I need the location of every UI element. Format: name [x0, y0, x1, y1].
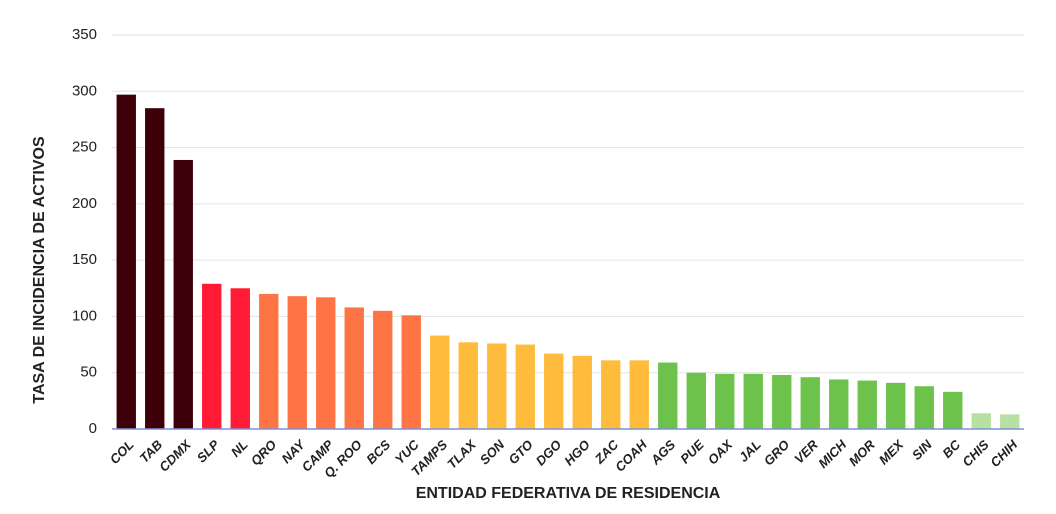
y-tick-label: 150: [72, 251, 97, 268]
x-tick-label: HGO: [561, 437, 593, 469]
bar: [914, 386, 934, 429]
x-tick-label: QRO: [248, 437, 280, 469]
bar: [886, 382, 906, 429]
bar: [743, 373, 763, 429]
y-tick-label: 100: [72, 307, 97, 324]
x-tick-label: CHIS: [959, 437, 992, 470]
bar: [458, 342, 478, 429]
bar: [430, 335, 450, 429]
bar: [829, 379, 849, 429]
bar: [772, 374, 792, 429]
bar: [230, 288, 250, 429]
x-tick-label: PUE: [677, 437, 707, 467]
x-tick-label: GTO: [505, 437, 535, 467]
x-tick-label: CDMX: [156, 436, 195, 475]
bar: [857, 380, 877, 429]
x-tick-label: MICH: [815, 437, 850, 472]
bar: [344, 307, 364, 429]
bar: [487, 343, 507, 429]
bar: [658, 362, 678, 429]
x-tick-label: CHIH: [987, 437, 1021, 471]
x-tick-label: COAH: [612, 437, 650, 475]
x-tick-label: NL: [228, 437, 251, 460]
y-tick-label: 250: [72, 139, 97, 156]
x-axis-title: ENTIDAD FEDERATIVA DE RESIDENCIA: [416, 485, 721, 502]
x-tick-label: DGO: [533, 437, 565, 469]
bar: [943, 391, 963, 429]
x-tick-label: GRO: [761, 437, 793, 469]
x-tick-label: TLAX: [444, 436, 480, 472]
bar: [800, 377, 820, 429]
x-tick-label: SIN: [909, 437, 935, 463]
x-tick-label: AGS: [647, 437, 678, 468]
bar: [145, 108, 165, 430]
bar: [373, 310, 393, 429]
bar: [116, 94, 136, 430]
bar: [259, 293, 279, 429]
bar: [572, 355, 592, 429]
y-tick-label: 300: [72, 82, 97, 99]
bar: [515, 344, 535, 429]
x-tick-label: MEX: [876, 436, 907, 467]
bar: [202, 283, 222, 429]
bar: [401, 315, 421, 429]
y-tick-label: 200: [72, 195, 97, 212]
x-tick-label: OAX: [705, 436, 736, 467]
bar: [287, 296, 307, 429]
bar: [544, 353, 564, 429]
y-tick-label: 0: [89, 420, 97, 437]
x-tick-label: SON: [477, 437, 508, 468]
x-tick-label: BCS: [363, 437, 393, 467]
bar: [173, 159, 193, 429]
y-tick-label: 350: [72, 26, 97, 43]
bar: [971, 413, 991, 429]
x-tick-label: MOR: [846, 437, 878, 469]
bar: [715, 373, 735, 429]
bar: [629, 360, 649, 429]
bar: [316, 297, 336, 429]
y-axis-title: TASA DE INCIDENCIA DE ACTIVOS: [31, 136, 48, 404]
bar: [601, 360, 621, 429]
x-tick-label: JAL: [736, 437, 764, 465]
x-tick-label: COL: [107, 437, 137, 467]
x-tick-label: SLP: [194, 437, 223, 466]
y-tick-label: 50: [80, 364, 97, 381]
bar: [686, 372, 706, 429]
bar: [1000, 414, 1020, 429]
